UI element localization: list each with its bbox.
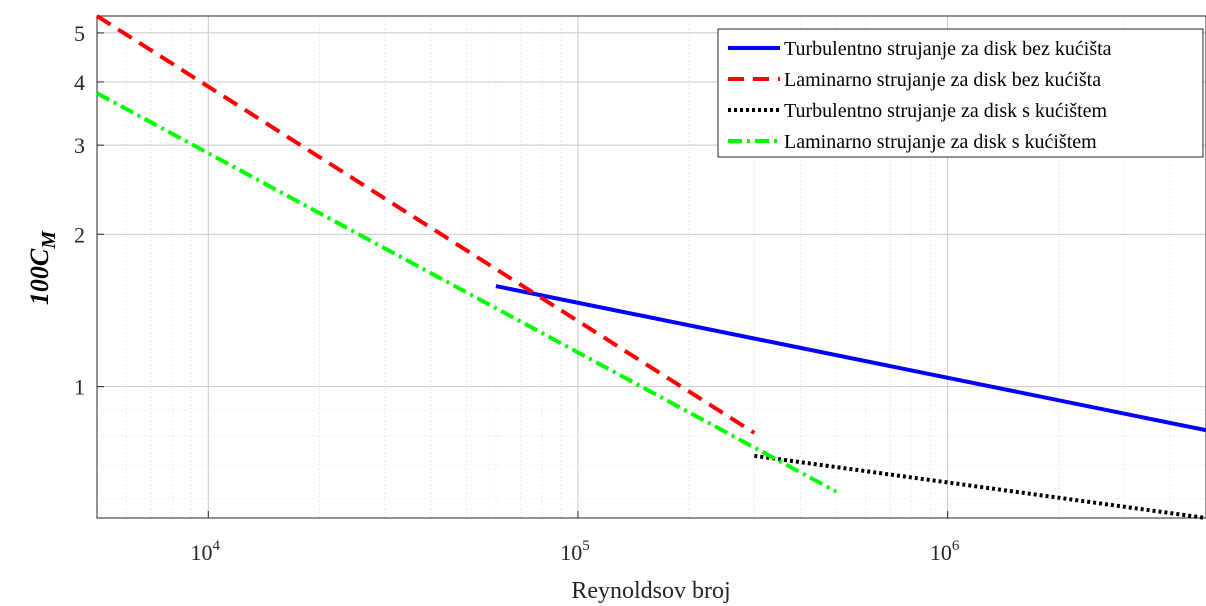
- y-tick-labels: 1 2 3 4 5: [74, 21, 104, 400]
- x-axis-label: Reynoldsov broj: [571, 578, 730, 604]
- legend-label-4: Laminarno strujanje za disk s kućištem: [784, 131, 1097, 153]
- series-lines: [95, 14, 1206, 520]
- legend-label-2: Laminarno strujanje za disk bez kućišta: [784, 69, 1101, 91]
- legend-label-1: Turbulentno strujanje za disk bez kućišt…: [784, 38, 1112, 60]
- y-tick-label: 3: [74, 133, 85, 158]
- y-axis-label: 100CM: [25, 230, 60, 305]
- series-line-3: [754, 453, 1206, 520]
- legend-box: [717, 28, 1204, 158]
- series-line-1: [495, 284, 1206, 433]
- x-tick-label: 105: [560, 538, 590, 565]
- series-line-2: [95, 14, 756, 435]
- legend: Turbulentno strujanje za disk bez kućišt…: [717, 28, 1204, 158]
- x-tick-labels: 104 105 106: [191, 511, 960, 565]
- series-line-4: [96, 91, 838, 494]
- y-tick-label: 5: [74, 21, 85, 46]
- x-tick-label: 106: [930, 538, 960, 565]
- y-tick-label: 1: [74, 375, 85, 400]
- plot-area-border: [96, 15, 1206, 519]
- y-tick-label: 4: [74, 70, 85, 95]
- x-tick-label: 104: [191, 538, 221, 565]
- y-tick-label: 2: [74, 222, 85, 247]
- legend-label-3: Turbulentno strujanje za disk s kućištem: [784, 100, 1108, 122]
